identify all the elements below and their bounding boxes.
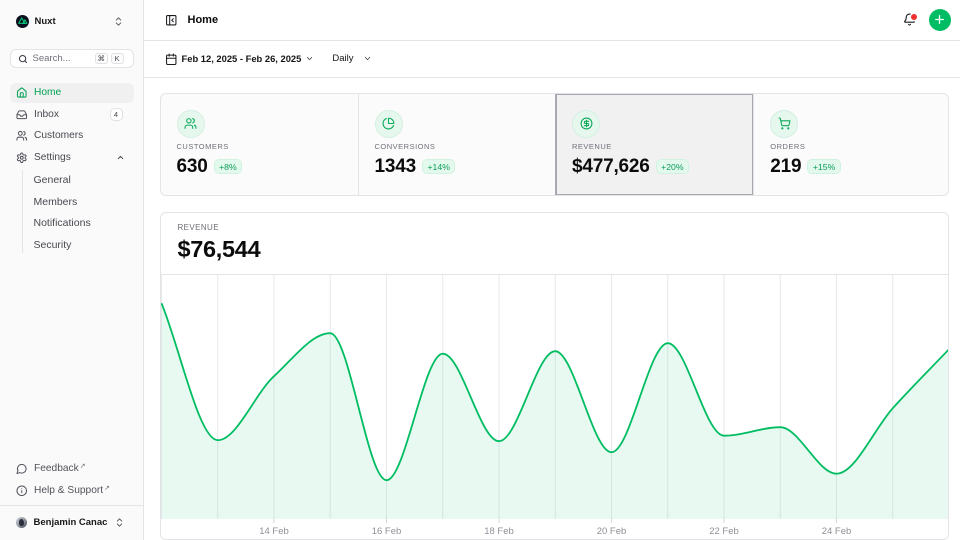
svg-text:24 Feb: 24 Feb [821,526,851,537]
svg-text:20 Feb: 20 Feb [596,526,626,537]
svg-text:22 Feb: 22 Feb [709,526,739,537]
svg-text:16 Feb: 16 Feb [371,526,401,537]
svg-text:18 Feb: 18 Feb [484,526,514,537]
svg-text:14 Feb: 14 Feb [259,526,289,537]
